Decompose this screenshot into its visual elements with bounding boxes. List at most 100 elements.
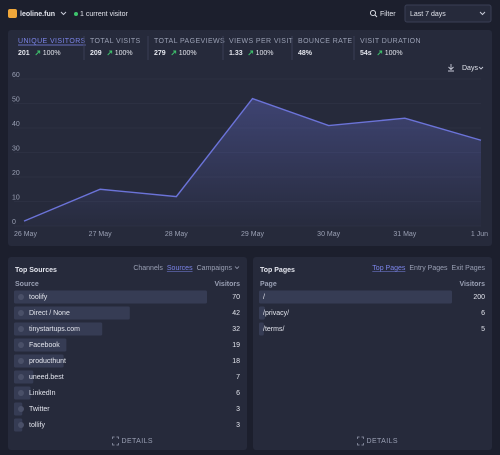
line: [23, 97, 482, 222]
panel-tab[interactable]: Campaigns: [197, 265, 233, 272]
source-icon: [18, 374, 24, 380]
filter-button[interactable]: Filter: [380, 11, 396, 18]
stat-label[interactable]: UNIQUE VISITORS: [18, 38, 86, 45]
stat-label[interactable]: BOUNCE RATE: [298, 38, 352, 45]
row-value: 3: [236, 406, 240, 413]
change-arrow: [107, 50, 113, 56]
row-name[interactable]: toolify: [29, 294, 48, 301]
stat-value[interactable]: 54s: [360, 50, 372, 57]
row-value: 7: [236, 374, 240, 381]
row-name[interactable]: uneed.best: [29, 374, 64, 381]
column-header: Visitors: [459, 281, 485, 288]
stat-change: 100%: [43, 50, 61, 57]
x-tick-label: 31 May: [393, 231, 416, 238]
stat-change: 100%: [115, 50, 133, 57]
stat-value[interactable]: 201: [18, 50, 30, 57]
change-arrow: [171, 50, 177, 56]
panel-title: Top Sources: [15, 267, 57, 274]
source-icon: [18, 390, 24, 396]
source-icon: [18, 310, 24, 316]
interval-select[interactable]: Days: [462, 65, 478, 72]
site-favicon: [8, 9, 17, 18]
source-icon: [18, 342, 24, 348]
row-bar: [14, 306, 130, 320]
stat-value[interactable]: 279: [154, 50, 166, 57]
x-tick-label: 29 May: [241, 231, 264, 238]
row-name[interactable]: Twitter: [29, 406, 50, 413]
row-value: 32: [232, 326, 240, 333]
panel-tab[interactable]: Exit Pages: [452, 265, 486, 272]
column-header: Page: [260, 281, 277, 288]
y-tick-label: 30: [12, 145, 20, 152]
x-tick-label: 28 May: [165, 231, 188, 238]
filter-icon[interactable]: [369, 9, 377, 17]
stat-value[interactable]: 48%: [298, 50, 313, 57]
sources-card: [8, 257, 247, 450]
x-tick-label: 30 May: [317, 231, 340, 238]
row-bar: [259, 306, 265, 320]
row-bar: [14, 354, 64, 368]
x-tick-label: 27 May: [89, 231, 112, 238]
source-icon: [18, 294, 24, 300]
row-bar: [259, 290, 452, 304]
stat-label[interactable]: TOTAL PAGEVIEWS: [154, 38, 225, 45]
site-chevron[interactable]: [60, 11, 67, 16]
row-bar: [14, 322, 103, 336]
row-name[interactable]: LinkedIn: [29, 390, 56, 397]
row-name[interactable]: producthunt: [29, 358, 66, 365]
details-button[interactable]: DETAILS: [122, 438, 153, 445]
stat-label[interactable]: TOTAL VISITS: [90, 38, 141, 45]
change-arrow: [248, 50, 254, 56]
stat-change: 100%: [385, 50, 403, 57]
row-name[interactable]: Facebook: [29, 342, 60, 349]
details-icon[interactable]: [357, 436, 364, 446]
panel-tab[interactable]: Top Pages: [372, 265, 406, 272]
period-select[interactable]: [404, 4, 492, 23]
stat-value[interactable]: 209: [90, 50, 102, 57]
panel-tab[interactable]: Sources: [167, 265, 193, 272]
live-visitors[interactable]: 1 current visitor: [80, 11, 129, 18]
download-icon[interactable]: [448, 64, 454, 72]
column-header: Source: [15, 281, 39, 288]
site-name[interactable]: leoline.fun: [20, 11, 55, 18]
period-label[interactable]: Last 7 days: [410, 11, 446, 18]
y-tick-label: 50: [12, 96, 20, 103]
row-value: 70: [232, 294, 240, 301]
source-icon: [18, 406, 24, 412]
source-icon: [18, 422, 24, 428]
row-name[interactable]: /privacy/: [263, 310, 289, 317]
stat-label[interactable]: VISIT DURATION: [360, 38, 421, 45]
row-bar: [14, 290, 207, 304]
panel-tab[interactable]: Entry Pages: [409, 265, 448, 272]
stat-change: 100%: [256, 50, 274, 57]
y-tick-label: 10: [12, 194, 20, 201]
row-value: 200: [473, 294, 485, 301]
panel-tab[interactable]: Channels: [133, 265, 163, 272]
stat-label[interactable]: VIEWS PER VISIT: [229, 38, 294, 45]
row-name[interactable]: tinystartups.com: [29, 326, 80, 333]
panel-title: Top Pages: [260, 267, 295, 274]
row-name[interactable]: /terms/: [263, 326, 284, 333]
row-value: 19: [232, 342, 240, 349]
x-tick-label: 1 Jun: [471, 231, 488, 238]
details-button[interactable]: DETAILS: [367, 438, 398, 445]
row-name[interactable]: /: [263, 294, 265, 301]
line-area: [24, 98, 481, 226]
pages-card: [253, 257, 492, 450]
row-name[interactable]: Direct / None: [29, 310, 70, 317]
filter-icon[interactable]: [374, 14, 378, 18]
tab-chevron[interactable]: [234, 266, 240, 270]
row-value: 5: [481, 326, 485, 333]
interval-chevron[interactable]: [478, 66, 484, 70]
row-name[interactable]: tollify: [29, 422, 45, 429]
details-icon[interactable]: [112, 436, 119, 446]
row-value: 18: [232, 358, 240, 365]
y-tick-label: 40: [12, 121, 20, 128]
period-chevron[interactable]: [479, 11, 486, 16]
stat-value[interactable]: 1.33: [229, 50, 243, 57]
row-value: 6: [481, 310, 485, 317]
column-header: Visitors: [214, 281, 240, 288]
live-dot: [74, 12, 78, 16]
